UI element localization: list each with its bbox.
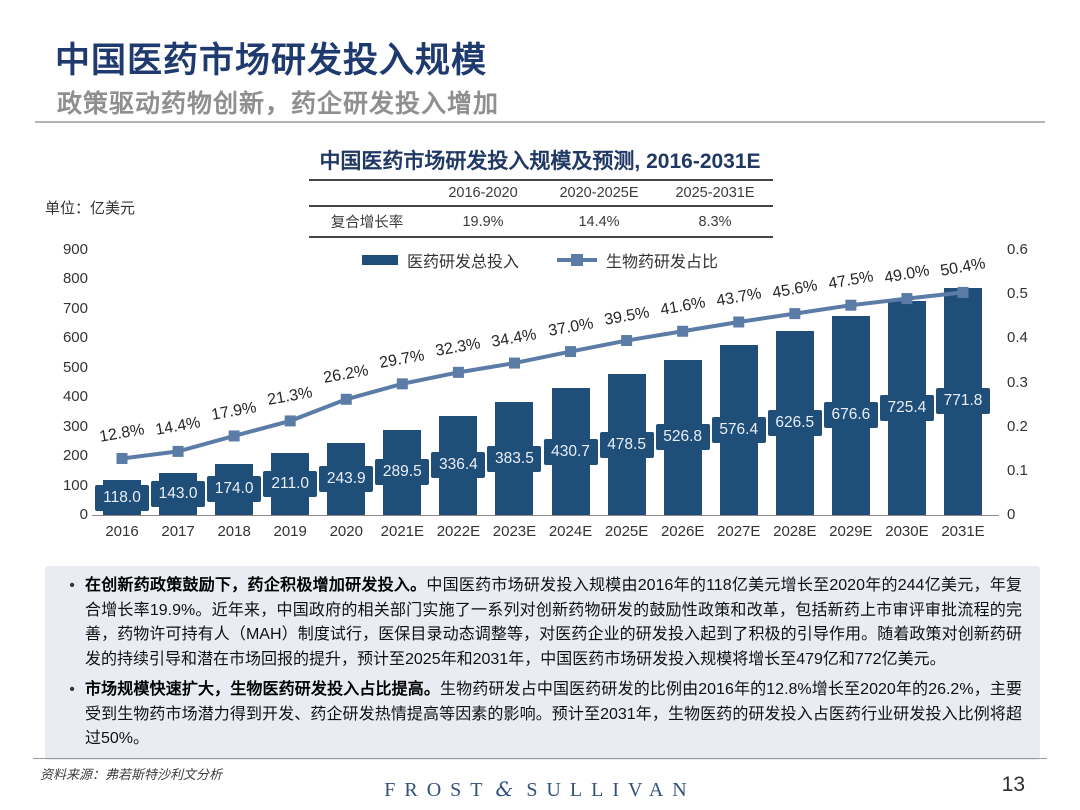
right-axis-tick: 0 [1007,506,1016,523]
bullet-marker: • [69,681,75,698]
cagr-header-period-3: 2025-2031E [675,185,755,201]
left-axis-tick: 600 [62,329,88,347]
chart-plot-area: 0 100 200 300 400 500 600 700 800 900 0 0.1 0.2 0.3 0.… [62,241,1028,540]
cagr-table-header-row: 2016-2020 2020-2025E 2025-2031E [309,179,773,207]
right-axis-tick: 0.5 [1007,285,1028,303]
line-marker-icon [571,254,583,266]
left-axis-tick: 300 [62,417,88,435]
left-axis-tick: 100 [62,476,88,494]
bar-value-label: 526.8 [655,424,710,451]
brand-frost: FROST [384,779,492,801]
page-number: 13 [1001,773,1025,796]
x-axis-line [92,515,999,516]
x-axis-label: 2027E [717,523,761,540]
bar-value-label: 211.0 [263,470,318,497]
legend-item-bar-series: 医药研发总投入 [361,248,519,272]
x-axis-label: 2024E [548,523,593,540]
bullet-lead: 市场规模快速扩大，生物医药研发投入占比提高。 [85,681,441,698]
bullet-text: 在创新药政策鼓励下，药企积极增加研发投入。中国医药市场研发投入规模由2016年的… [85,574,1022,672]
bar-value-label: 336.4 [431,452,486,479]
x-axis-label: 2030E [885,523,929,540]
x-axis-label: 2025E [604,523,649,540]
cagr-header-period-1: 2016-2020 [448,185,518,201]
left-axis-tick: 0 [79,506,88,523]
header-divider [35,121,1045,123]
cagr-value-1: 19.9% [462,213,504,230]
x-axis-label: 2023E [492,523,537,540]
cagr-row-header: 复合增长率 [330,215,404,231]
left-axis-tick: 700 [62,299,88,317]
x-axis-label: 2026E [660,523,705,540]
cagr-table: 2016-2020 2020-2025E 2025-2031E 复合增长率 19… [309,179,773,238]
bar-value-label: 676.6 [823,402,878,429]
x-axis-label: 2020 [329,523,363,540]
bar-value-label: 725.4 [879,395,934,422]
bar-value-label: 289.5 [375,459,430,486]
x-axis-label: 2022E [436,523,481,540]
bar-value-label: 174.0 [207,476,262,503]
left-axis-tick: 900 [62,241,88,258]
source-line: 资料来源：弗若斯特沙利文分析 [40,767,223,782]
legend-line-label: 生物药研发占比 [606,254,719,271]
bar-value-label: 771.8 [936,388,990,415]
frost-sullivan-logo: FROST & SULLIVAN [0,777,1080,802]
right-axis-tick: 0.2 [1007,417,1028,435]
right-axis-tick: 0.1 [1007,461,1028,479]
x-axis-label: 2019 [273,523,307,540]
page-subtitle: 政策驱动药物创新，药企研发投入增加 [57,90,500,118]
bullet-item-biotech: • 市场规模快速扩大，生物医药研发投入占比提高。生物药研发占中国医药研发的比例由… [59,678,1022,752]
cagr-header-period-2: 2020-2025E [559,185,639,201]
bar-value-label: 626.5 [767,409,822,436]
footer-divider [33,758,1047,759]
legend-bar-label: 医药研发总投入 [406,254,519,271]
x-axis-label: 2029E [829,523,873,540]
x-axis-label: 2028E [773,523,817,540]
bullet-lead: 在创新药政策鼓励下，药企积极增加研发投入。 [85,577,427,594]
x-axis-label: 2017 [161,523,195,540]
right-axis-tick: 0.3 [1007,373,1028,391]
left-axis-tick: 800 [62,270,88,288]
chart-title: 中国医药市场研发投入规模及预测, 2016-2031E [319,150,761,173]
right-axis-tick: 0.4 [1007,329,1028,347]
bullet-marker: • [69,577,75,594]
bar-value-label: 243.9 [319,466,374,493]
legend-item-line-series: 生物药研发占比 [557,248,718,272]
unit-label: 单位：亿美元 [45,200,136,217]
cagr-value-2: 14.4% [578,213,620,230]
bar-value-label: 430.7 [543,438,598,465]
bullet-item-policy: • 在创新药政策鼓励下，药企积极增加研发投入。中国医药市场研发投入规模由2016… [59,574,1022,672]
bullet-text: 市场规模快速扩大，生物医药研发投入占比提高。生物药研发占中国医药研发的比例由20… [85,678,1022,752]
cagr-table-data-row: 复合增长率 19.9% 14.4% 8.3% [309,207,773,238]
line-series-swatch-icon [557,254,597,266]
line-percent-label: 50.4% [939,255,987,281]
x-axis-label: 2016 [105,523,139,540]
x-axis-label: 2018 [217,523,251,540]
bar-value-label: 478.5 [599,431,654,458]
cagr-value-3: 8.3% [698,213,732,230]
left-axis-tick: 500 [62,358,88,376]
x-axis-label: 2031E [941,523,985,540]
brand-ampersand: & [495,777,523,801]
bar-value-label: 576.4 [711,417,766,444]
left-axis-tick: 400 [62,388,88,406]
bar-value-label: 143.0 [151,480,206,507]
chart-legend: 医药研发总投入 生物药研发占比 [0,248,1080,272]
bar-value-label: 383.5 [487,445,542,472]
left-axis-tick: 200 [62,447,88,465]
page-title: 中国医药市场研发投入规模 [55,41,488,80]
insights-panel: • 在创新药政策鼓励下，药企积极增加研发投入。中国医药市场研发投入规模由2016… [45,566,1040,760]
bar-value-label: 118.0 [95,484,149,511]
bullet-body: 中国医药市场研发投入规模由2016年的118亿美元增长至2020年的244亿美元… [85,577,1022,668]
bar-series-swatch-icon [361,255,398,265]
bullet-body: 生物药研发占中国医药研发的比例由2016年的12.8%增长至2020年的26.2… [85,681,1022,747]
right-axis-tick: 0.6 [1007,241,1028,258]
brand-sullivan: SULLIVAN [526,779,696,801]
x-axis-label: 2021E [380,523,425,540]
